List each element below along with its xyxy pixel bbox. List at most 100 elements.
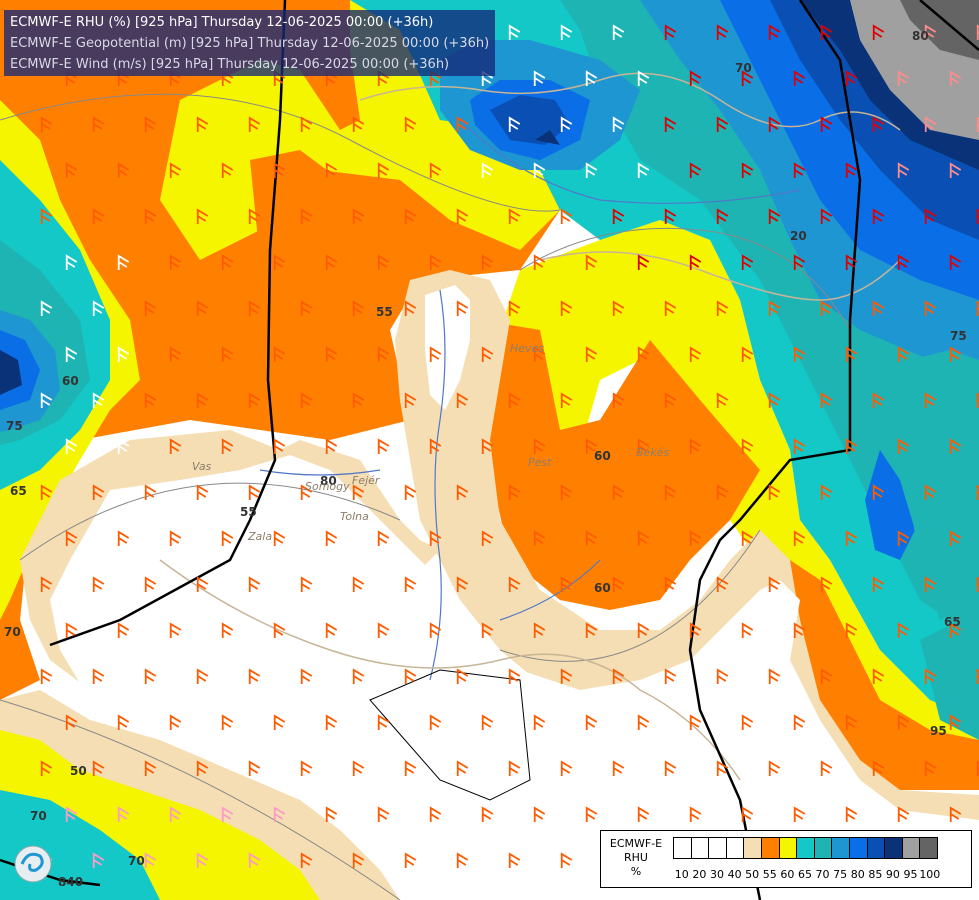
legend-swatch xyxy=(884,837,903,859)
wind-barb xyxy=(429,530,442,546)
wind-barb xyxy=(820,760,833,776)
wind-barb xyxy=(65,714,78,730)
legend-swatch xyxy=(708,837,727,859)
wind-barb xyxy=(793,346,806,362)
contour-label: 80 xyxy=(320,474,337,488)
wind-barb xyxy=(169,254,182,270)
wind-barb xyxy=(768,576,781,592)
wind-barb xyxy=(637,254,650,270)
title-geopotential: ECMWF-E Geopotential (m) [925 hPa] Thurs… xyxy=(10,36,490,51)
wind-barb xyxy=(612,300,625,316)
wind-barb xyxy=(976,392,979,408)
wind-barb xyxy=(533,346,546,362)
wind-barb xyxy=(65,346,78,362)
wind-barb xyxy=(325,622,338,638)
wind-barb xyxy=(456,116,469,132)
wind-barb xyxy=(65,254,78,270)
wind-barb xyxy=(637,622,650,638)
wind-barb xyxy=(377,438,390,454)
wind-barb xyxy=(456,576,469,592)
wind-barb xyxy=(508,208,521,224)
wind-barb xyxy=(664,392,677,408)
wind-barb xyxy=(352,208,365,224)
contour-label: 75 xyxy=(950,329,967,343)
wind-barb xyxy=(897,530,910,546)
wind-barb xyxy=(949,346,962,362)
wind-barb xyxy=(377,806,390,822)
wind-barb xyxy=(560,852,573,868)
wind-barb xyxy=(741,530,754,546)
title-rhu: ECMWF-E RHU (%) [925 hPa] Thursday 12-06… xyxy=(10,15,434,30)
contour-label: 55 xyxy=(240,505,257,519)
rhu-zone-teal-east xyxy=(905,350,979,620)
wind-barb xyxy=(429,438,442,454)
wind-barb xyxy=(637,438,650,454)
wind-barb xyxy=(196,852,209,868)
wind-barb xyxy=(377,714,390,730)
wind-barb xyxy=(793,622,806,638)
wind-barb xyxy=(897,70,910,86)
wind-barb xyxy=(716,208,729,224)
wind-barb xyxy=(300,852,313,868)
wind-barb xyxy=(144,208,157,224)
wind-barb xyxy=(897,162,910,178)
wind-barb xyxy=(820,484,833,500)
wind-barb xyxy=(768,760,781,776)
legend-tick: 100 xyxy=(919,868,941,881)
wind-barb xyxy=(429,806,442,822)
wind-barb xyxy=(872,668,885,684)
wind-barb xyxy=(924,760,937,776)
wind-barb xyxy=(897,806,910,822)
wind-barb xyxy=(325,530,338,546)
wind-barb xyxy=(117,346,130,362)
contour-label: 840 xyxy=(58,875,83,889)
wind-barb xyxy=(40,484,53,500)
wind-barb xyxy=(872,208,885,224)
wind-barb xyxy=(196,116,209,132)
wind-barb xyxy=(92,484,105,500)
rivers xyxy=(259,119,801,681)
legend-tick: 20 xyxy=(692,868,707,881)
wind-barb xyxy=(404,392,417,408)
wind-barb xyxy=(793,714,806,730)
place-name-group: Vas Somogy Tolna Fejér Pest Békés Heves … xyxy=(192,342,669,543)
wind-barb xyxy=(144,576,157,592)
wind-barb xyxy=(716,116,729,132)
wind-barb xyxy=(924,392,937,408)
wind-barb xyxy=(273,530,286,546)
wind-barb xyxy=(612,208,625,224)
wind-barb xyxy=(273,438,286,454)
legend-tick: 10 xyxy=(674,868,689,881)
wind-barb xyxy=(404,484,417,500)
wind-barb xyxy=(689,346,702,362)
wind-barb xyxy=(897,346,910,362)
wind-barb xyxy=(117,622,130,638)
wind-barb xyxy=(664,668,677,684)
contour-label: 20 xyxy=(790,229,807,243)
wind-barb xyxy=(377,346,390,362)
wind-barb xyxy=(768,116,781,132)
wind-barb xyxy=(872,116,885,132)
wind-barb xyxy=(169,438,182,454)
wind-barb xyxy=(949,714,962,730)
wind-barb xyxy=(664,24,677,40)
wind-barb xyxy=(897,622,910,638)
wind-barb xyxy=(533,530,546,546)
wind-barb xyxy=(508,484,521,500)
wind-barb xyxy=(352,484,365,500)
legend-tick: 75 xyxy=(833,868,848,881)
wind-barb xyxy=(40,576,53,592)
wind-barb xyxy=(248,392,261,408)
wind-barb xyxy=(196,576,209,592)
wind-barb xyxy=(377,530,390,546)
wind-barb xyxy=(689,70,702,86)
wind-barb xyxy=(585,714,598,730)
wind-barb xyxy=(196,208,209,224)
wind-barb xyxy=(585,346,598,362)
wind-barb xyxy=(560,668,573,684)
contour-label: 55 xyxy=(376,305,393,319)
legend-tick: 30 xyxy=(709,868,724,881)
wind-barb xyxy=(508,852,521,868)
wind-barb xyxy=(976,208,979,224)
wind-barb xyxy=(845,162,858,178)
